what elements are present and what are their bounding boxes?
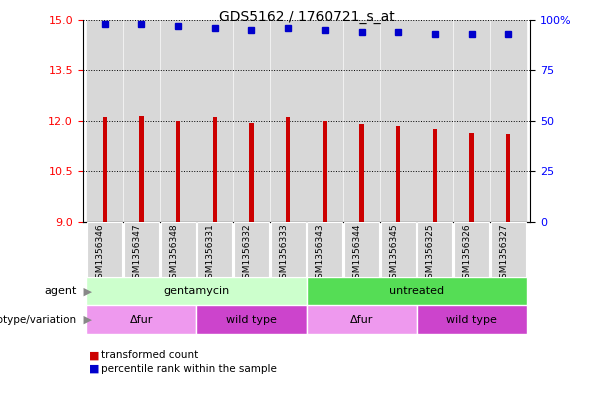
Text: GSM1356325: GSM1356325: [426, 224, 435, 284]
Bar: [270, 222, 306, 277]
Bar: [161, 20, 196, 222]
Bar: [234, 222, 269, 277]
Bar: [196, 305, 306, 334]
Text: GSM1356326: GSM1356326: [463, 224, 471, 284]
Bar: [197, 222, 232, 277]
Text: gentamycin: gentamycin: [163, 286, 230, 296]
Bar: [86, 277, 306, 305]
Bar: [306, 277, 527, 305]
Bar: [490, 222, 526, 277]
Bar: [417, 222, 452, 277]
Text: GDS5162 / 1760721_s_at: GDS5162 / 1760721_s_at: [219, 10, 394, 24]
Bar: [176, 121, 180, 222]
Bar: [417, 305, 527, 334]
Text: Δfur: Δfur: [130, 314, 153, 325]
Bar: [124, 20, 159, 222]
Text: GSM1356327: GSM1356327: [499, 224, 508, 284]
Bar: [359, 124, 364, 222]
Bar: [322, 121, 327, 222]
Bar: [249, 123, 254, 222]
Bar: [213, 118, 217, 222]
Bar: [490, 20, 526, 222]
Bar: [307, 20, 343, 222]
Bar: [396, 126, 400, 222]
Text: percentile rank within the sample: percentile rank within the sample: [101, 364, 277, 374]
Bar: [87, 222, 123, 277]
Bar: [286, 118, 291, 222]
Text: Δfur: Δfur: [350, 314, 373, 325]
Text: ▶: ▶: [80, 314, 92, 325]
Bar: [124, 222, 159, 277]
Bar: [197, 20, 232, 222]
Text: GSM1356348: GSM1356348: [169, 224, 178, 284]
Bar: [470, 133, 474, 222]
Text: GSM1356331: GSM1356331: [206, 224, 215, 285]
Text: ▶: ▶: [80, 286, 92, 296]
Text: wild type: wild type: [226, 314, 277, 325]
Text: GSM1356343: GSM1356343: [316, 224, 325, 284]
Bar: [344, 222, 379, 277]
Bar: [234, 20, 269, 222]
Bar: [306, 305, 417, 334]
Text: agent: agent: [44, 286, 77, 296]
Text: GSM1356333: GSM1356333: [279, 224, 288, 285]
Text: genotype/variation: genotype/variation: [0, 314, 77, 325]
Text: GSM1356347: GSM1356347: [132, 224, 142, 284]
Text: GSM1356344: GSM1356344: [352, 224, 362, 284]
Bar: [454, 222, 489, 277]
Bar: [307, 222, 343, 277]
Bar: [344, 20, 379, 222]
Text: transformed count: transformed count: [101, 350, 199, 360]
Text: GSM1356332: GSM1356332: [243, 224, 251, 284]
Text: GSM1356345: GSM1356345: [389, 224, 398, 284]
Bar: [454, 20, 489, 222]
Bar: [161, 222, 196, 277]
Bar: [417, 20, 452, 222]
Text: ■: ■: [89, 364, 99, 374]
Bar: [270, 20, 306, 222]
Bar: [102, 118, 107, 222]
Bar: [433, 129, 437, 222]
Text: ■: ■: [89, 350, 99, 360]
Text: GSM1356346: GSM1356346: [96, 224, 105, 284]
Bar: [139, 116, 143, 222]
Text: untreated: untreated: [389, 286, 444, 296]
Bar: [86, 305, 196, 334]
Text: wild type: wild type: [446, 314, 497, 325]
Bar: [381, 20, 416, 222]
Bar: [87, 20, 123, 222]
Bar: [506, 134, 511, 222]
Bar: [381, 222, 416, 277]
